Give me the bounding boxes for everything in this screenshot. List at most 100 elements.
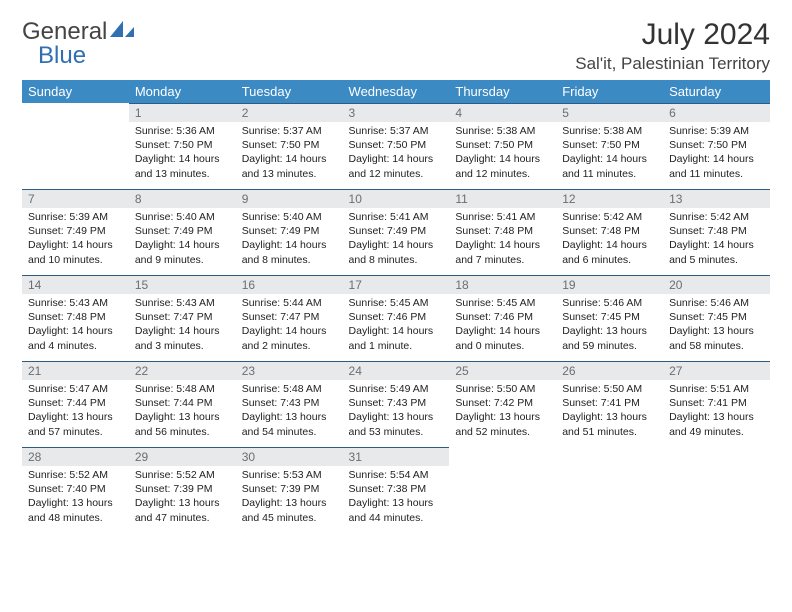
day-details: Sunrise: 5:48 AMSunset: 7:44 PMDaylight:… bbox=[129, 380, 236, 443]
calendar-cell bbox=[556, 447, 663, 533]
day-details: Sunrise: 5:46 AMSunset: 7:45 PMDaylight:… bbox=[556, 294, 663, 357]
day-number: 16 bbox=[236, 275, 343, 294]
day-details: Sunrise: 5:38 AMSunset: 7:50 PMDaylight:… bbox=[556, 122, 663, 185]
calendar-cell: 21Sunrise: 5:47 AMSunset: 7:44 PMDayligh… bbox=[22, 361, 129, 447]
day-number: 30 bbox=[236, 447, 343, 466]
day-details: Sunrise: 5:46 AMSunset: 7:45 PMDaylight:… bbox=[663, 294, 770, 357]
day-number: 17 bbox=[343, 275, 450, 294]
calendar-cell: 17Sunrise: 5:45 AMSunset: 7:46 PMDayligh… bbox=[343, 275, 450, 361]
calendar-row: 14Sunrise: 5:43 AMSunset: 7:48 PMDayligh… bbox=[22, 275, 770, 361]
day-number: 26 bbox=[556, 361, 663, 380]
weekday-header: Friday bbox=[556, 80, 663, 103]
day-number: 1 bbox=[129, 103, 236, 122]
day-details: Sunrise: 5:37 AMSunset: 7:50 PMDaylight:… bbox=[343, 122, 450, 185]
day-details: Sunrise: 5:54 AMSunset: 7:38 PMDaylight:… bbox=[343, 466, 450, 529]
day-number: 14 bbox=[22, 275, 129, 294]
calendar-cell: 2Sunrise: 5:37 AMSunset: 7:50 PMDaylight… bbox=[236, 103, 343, 189]
calendar-row: 7Sunrise: 5:39 AMSunset: 7:49 PMDaylight… bbox=[22, 189, 770, 275]
day-number: 2 bbox=[236, 103, 343, 122]
day-details: Sunrise: 5:39 AMSunset: 7:50 PMDaylight:… bbox=[663, 122, 770, 185]
day-details: Sunrise: 5:48 AMSunset: 7:43 PMDaylight:… bbox=[236, 380, 343, 443]
calendar-cell: 29Sunrise: 5:52 AMSunset: 7:39 PMDayligh… bbox=[129, 447, 236, 533]
day-number: 4 bbox=[449, 103, 556, 122]
calendar-cell: 26Sunrise: 5:50 AMSunset: 7:41 PMDayligh… bbox=[556, 361, 663, 447]
day-details: Sunrise: 5:50 AMSunset: 7:42 PMDaylight:… bbox=[449, 380, 556, 443]
day-number: 29 bbox=[129, 447, 236, 466]
day-number: 8 bbox=[129, 189, 236, 208]
calendar-cell: 6Sunrise: 5:39 AMSunset: 7:50 PMDaylight… bbox=[663, 103, 770, 189]
calendar-row: 28Sunrise: 5:52 AMSunset: 7:40 PMDayligh… bbox=[22, 447, 770, 533]
day-number: 22 bbox=[129, 361, 236, 380]
calendar-cell: 5Sunrise: 5:38 AMSunset: 7:50 PMDaylight… bbox=[556, 103, 663, 189]
calendar-cell: 7Sunrise: 5:39 AMSunset: 7:49 PMDaylight… bbox=[22, 189, 129, 275]
weekday-header: Monday bbox=[129, 80, 236, 103]
calendar-body: 1Sunrise: 5:36 AMSunset: 7:50 PMDaylight… bbox=[22, 103, 770, 533]
logo-sail-icon bbox=[109, 20, 135, 45]
day-details: Sunrise: 5:41 AMSunset: 7:48 PMDaylight:… bbox=[449, 208, 556, 271]
weekday-header: Wednesday bbox=[343, 80, 450, 103]
day-number: 5 bbox=[556, 103, 663, 122]
day-details: Sunrise: 5:49 AMSunset: 7:43 PMDaylight:… bbox=[343, 380, 450, 443]
day-details: Sunrise: 5:41 AMSunset: 7:49 PMDaylight:… bbox=[343, 208, 450, 271]
calendar-cell: 15Sunrise: 5:43 AMSunset: 7:47 PMDayligh… bbox=[129, 275, 236, 361]
calendar-cell bbox=[663, 447, 770, 533]
calendar-cell: 31Sunrise: 5:54 AMSunset: 7:38 PMDayligh… bbox=[343, 447, 450, 533]
logo-text-blue: Blue bbox=[38, 42, 86, 69]
day-details: Sunrise: 5:44 AMSunset: 7:47 PMDaylight:… bbox=[236, 294, 343, 357]
logo-text-blue-wrap: Blue bbox=[38, 42, 86, 70]
day-number: 31 bbox=[343, 447, 450, 466]
day-number: 10 bbox=[343, 189, 450, 208]
calendar-cell: 8Sunrise: 5:40 AMSunset: 7:49 PMDaylight… bbox=[129, 189, 236, 275]
day-details: Sunrise: 5:52 AMSunset: 7:39 PMDaylight:… bbox=[129, 466, 236, 529]
weekday-header: Thursday bbox=[449, 80, 556, 103]
day-number: 27 bbox=[663, 361, 770, 380]
day-number: 21 bbox=[22, 361, 129, 380]
day-details: Sunrise: 5:43 AMSunset: 7:47 PMDaylight:… bbox=[129, 294, 236, 357]
day-details: Sunrise: 5:42 AMSunset: 7:48 PMDaylight:… bbox=[556, 208, 663, 271]
calendar-cell: 19Sunrise: 5:46 AMSunset: 7:45 PMDayligh… bbox=[556, 275, 663, 361]
day-details: Sunrise: 5:53 AMSunset: 7:39 PMDaylight:… bbox=[236, 466, 343, 529]
calendar-cell: 30Sunrise: 5:53 AMSunset: 7:39 PMDayligh… bbox=[236, 447, 343, 533]
calendar-cell: 9Sunrise: 5:40 AMSunset: 7:49 PMDaylight… bbox=[236, 189, 343, 275]
day-number: 23 bbox=[236, 361, 343, 380]
calendar-cell: 13Sunrise: 5:42 AMSunset: 7:48 PMDayligh… bbox=[663, 189, 770, 275]
calendar-cell: 4Sunrise: 5:38 AMSunset: 7:50 PMDaylight… bbox=[449, 103, 556, 189]
calendar-cell: 3Sunrise: 5:37 AMSunset: 7:50 PMDaylight… bbox=[343, 103, 450, 189]
day-number: 6 bbox=[663, 103, 770, 122]
day-details: Sunrise: 5:40 AMSunset: 7:49 PMDaylight:… bbox=[129, 208, 236, 271]
title-block: July 2024 Sal'it, Palestinian Territory bbox=[575, 18, 770, 74]
day-number: 3 bbox=[343, 103, 450, 122]
day-details: Sunrise: 5:45 AMSunset: 7:46 PMDaylight:… bbox=[449, 294, 556, 357]
weekday-header: Tuesday bbox=[236, 80, 343, 103]
calendar-cell: 23Sunrise: 5:48 AMSunset: 7:43 PMDayligh… bbox=[236, 361, 343, 447]
day-number: 18 bbox=[449, 275, 556, 294]
calendar-cell: 11Sunrise: 5:41 AMSunset: 7:48 PMDayligh… bbox=[449, 189, 556, 275]
day-details: Sunrise: 5:43 AMSunset: 7:48 PMDaylight:… bbox=[22, 294, 129, 357]
weekday-header: Saturday bbox=[663, 80, 770, 103]
day-details: Sunrise: 5:45 AMSunset: 7:46 PMDaylight:… bbox=[343, 294, 450, 357]
calendar-cell: 20Sunrise: 5:46 AMSunset: 7:45 PMDayligh… bbox=[663, 275, 770, 361]
day-number: 9 bbox=[236, 189, 343, 208]
calendar-cell: 12Sunrise: 5:42 AMSunset: 7:48 PMDayligh… bbox=[556, 189, 663, 275]
header: General July 2024 Sal'it, Palestinian Te… bbox=[22, 18, 770, 74]
calendar-table: SundayMondayTuesdayWednesdayThursdayFrid… bbox=[22, 80, 770, 533]
day-number: 25 bbox=[449, 361, 556, 380]
calendar-head: SundayMondayTuesdayWednesdayThursdayFrid… bbox=[22, 80, 770, 103]
calendar-cell: 24Sunrise: 5:49 AMSunset: 7:43 PMDayligh… bbox=[343, 361, 450, 447]
day-details: Sunrise: 5:37 AMSunset: 7:50 PMDaylight:… bbox=[236, 122, 343, 185]
day-number: 12 bbox=[556, 189, 663, 208]
day-number: 11 bbox=[449, 189, 556, 208]
calendar-row: 21Sunrise: 5:47 AMSunset: 7:44 PMDayligh… bbox=[22, 361, 770, 447]
weekday-row: SundayMondayTuesdayWednesdayThursdayFrid… bbox=[22, 80, 770, 103]
calendar-cell: 14Sunrise: 5:43 AMSunset: 7:48 PMDayligh… bbox=[22, 275, 129, 361]
calendar-cell: 28Sunrise: 5:52 AMSunset: 7:40 PMDayligh… bbox=[22, 447, 129, 533]
calendar-cell bbox=[22, 103, 129, 189]
day-number: 19 bbox=[556, 275, 663, 294]
day-details: Sunrise: 5:52 AMSunset: 7:40 PMDaylight:… bbox=[22, 466, 129, 529]
page-title: July 2024 bbox=[575, 18, 770, 52]
day-number: 24 bbox=[343, 361, 450, 380]
calendar-cell: 10Sunrise: 5:41 AMSunset: 7:49 PMDayligh… bbox=[343, 189, 450, 275]
day-details: Sunrise: 5:47 AMSunset: 7:44 PMDaylight:… bbox=[22, 380, 129, 443]
day-details: Sunrise: 5:39 AMSunset: 7:49 PMDaylight:… bbox=[22, 208, 129, 271]
calendar-cell: 1Sunrise: 5:36 AMSunset: 7:50 PMDaylight… bbox=[129, 103, 236, 189]
